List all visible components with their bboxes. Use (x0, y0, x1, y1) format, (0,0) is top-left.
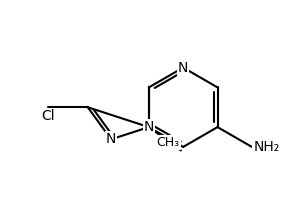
Text: N: N (144, 120, 154, 134)
Text: CH₃: CH₃ (156, 136, 179, 149)
Text: N: N (178, 61, 188, 75)
Text: N: N (106, 132, 116, 146)
Text: Cl: Cl (41, 109, 55, 123)
Text: NH₂: NH₂ (253, 140, 280, 154)
